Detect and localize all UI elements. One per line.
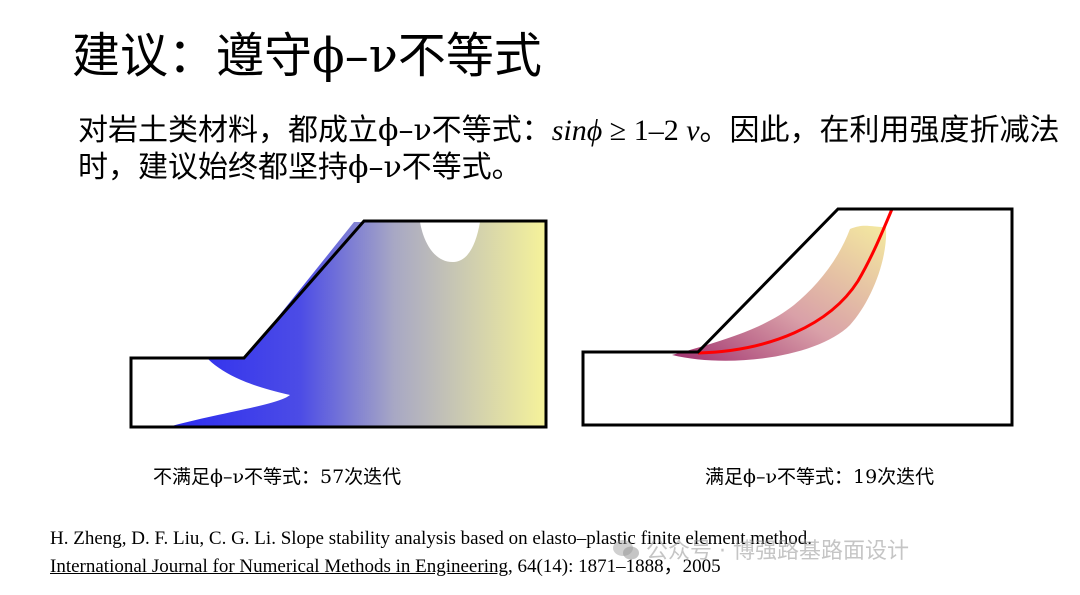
wechat-icon: [613, 540, 639, 560]
caption-right: 满足ϕ–ν不等式：19次迭代: [705, 466, 935, 488]
plastic-zone-left: [168, 222, 546, 427]
slip-band: [672, 225, 887, 361]
inequality-formula: sinϕ ≥ 1–2 ν: [552, 114, 700, 147]
formula-phi: ϕ: [586, 114, 603, 147]
caption-left: 不满足ϕ–ν不等式：57次迭代: [153, 466, 402, 488]
reference-line-1: H. Zheng, D. F. Liu, C. G. Li. Slope sta…: [50, 528, 813, 549]
watermark-text: 公众号 · 博强路基路面设计: [646, 539, 909, 564]
slope-outline-left: [129, 219, 548, 429]
body-suffix: 。因此，在利用强度折减法时，建议始终都坚持ϕ–ν不等式。: [78, 113, 1060, 185]
reference-details: , 64(14): 1871–1888，2005: [507, 556, 721, 577]
slope-figure-satisfied: [581, 207, 1014, 427]
formula-nu: ν: [686, 114, 700, 147]
watermark: 公众号 · 博强路基路面设计: [612, 537, 909, 567]
elastic-hole-left: [420, 222, 480, 263]
body-paragraph: 对岩土类材料，都成立ϕ–ν不等式：sinϕ ≥ 1–2 ν。因此，在利用强度折减…: [78, 112, 1068, 186]
formula-rest: ≥ 1–2: [602, 114, 679, 147]
slope-figure-unsatisfied: [129, 219, 548, 429]
reference-line-2: International Journal for Numerical Meth…: [50, 554, 721, 580]
slope-outline-right: [581, 207, 1014, 427]
slip-surface-curve: [697, 208, 894, 355]
body-prefix: 对岩土类材料，都成立ϕ–ν不等式：: [78, 113, 552, 148]
formula-sin: sin: [551, 114, 587, 147]
slide-title: 建议：遵守ϕ–ν不等式: [72, 28, 542, 84]
reference-journal-link[interactable]: International Journal for Numerical Meth…: [50, 556, 508, 577]
